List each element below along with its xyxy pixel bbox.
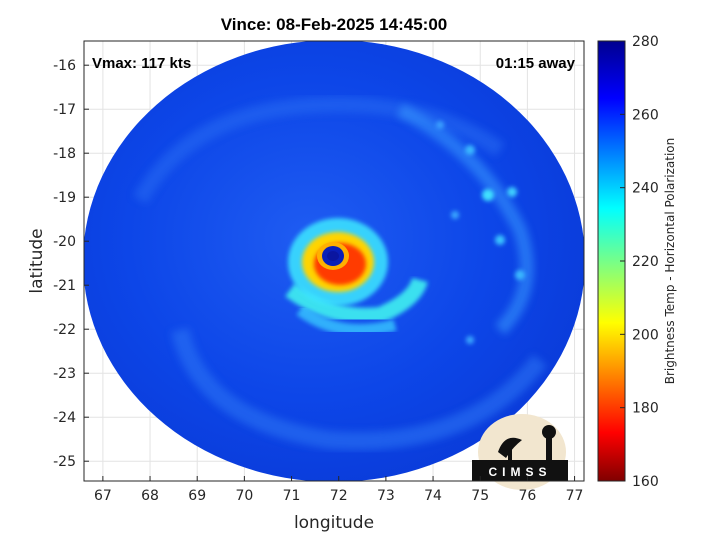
eye-core — [327, 251, 339, 261]
chart-title: Vince: 08-Feb-2025 14:45:00 — [221, 15, 447, 34]
convective-cells — [436, 121, 525, 344]
y-tick-label: -22 — [53, 322, 76, 338]
time-offset-annotation: 01:15 away — [496, 55, 576, 72]
y-tick-label: -21 — [53, 278, 76, 294]
x-tick-label: 72 — [330, 488, 348, 504]
convective-cell — [507, 187, 517, 197]
colorbar-label: Brightness Temp - Horizontal Polarizatio… — [663, 138, 677, 385]
colorbar-ticks: 280 260 240 220 200 180 160 — [620, 34, 659, 490]
colorbar-tick-label: 260 — [632, 107, 659, 123]
inner-spiral-band — [285, 277, 428, 324]
convective-cell — [451, 211, 459, 219]
plot-frame — [83, 40, 585, 482]
x-axis-label: longitude — [294, 513, 374, 533]
colorbar-tick-label: 220 — [632, 254, 659, 270]
x-tick-label: 67 — [94, 488, 112, 504]
vmax-annotation: Vmax: 117 kts — [92, 55, 191, 72]
eastern-rainband — [396, 103, 534, 335]
plot-area: Vmax: 117 kts 01:15 away CIMSS 67 68 69 70 7… — [53, 40, 585, 504]
x-axis-ticks: 67 68 69 70 71 72 73 74 75 76 77 — [94, 476, 584, 504]
convective-cell — [495, 235, 505, 245]
convective-cell — [465, 145, 475, 155]
x-tick-label: 70 — [235, 488, 253, 504]
outer-rainband — [171, 327, 548, 450]
colorbar: 280 260 240 220 200 180 160 Brightness Temp - … — [597, 34, 677, 490]
y-tick-label: -20 — [53, 234, 76, 250]
y-tick-label: -23 — [53, 366, 76, 382]
y-tick-label: -18 — [53, 146, 76, 162]
y-tick-label: -16 — [53, 58, 76, 74]
x-tick-label: 77 — [566, 488, 584, 504]
logo-banner — [472, 460, 568, 481]
convective-cell — [482, 189, 494, 201]
x-tick-label: 69 — [188, 488, 206, 504]
colorbar-tick-label: 200 — [632, 327, 659, 343]
x-tick-label: 68 — [141, 488, 159, 504]
convective-cell — [436, 121, 444, 129]
colorbar-tick-label: 280 — [632, 34, 659, 50]
x-tick-label: 73 — [377, 488, 395, 504]
inner-spiral-band — [296, 305, 397, 336]
x-tick-label: 71 — [283, 488, 301, 504]
y-tick-label: -19 — [53, 190, 76, 206]
colorbar-tick-label: 180 — [632, 401, 659, 417]
logo-text: CIMSS — [488, 465, 551, 479]
y-axis-ticks: -16 -17 -18 -19 -20 -21 -22 -23 -24 -25 — [53, 58, 89, 470]
y-tick-label: -25 — [53, 454, 76, 470]
x-tick-label: 74 — [424, 488, 442, 504]
x-tick-label: 76 — [518, 488, 536, 504]
logo-tower-legs — [546, 438, 552, 464]
cimss-logo: CIMSS — [472, 414, 568, 490]
northern-rainband — [133, 96, 505, 204]
y-axis-label: latitude — [27, 228, 47, 293]
y-tick-label: -17 — [53, 102, 76, 118]
convective-cell — [515, 270, 525, 280]
logo-satellite-dish-icon — [498, 437, 522, 458]
x-tick-label: 75 — [471, 488, 489, 504]
y-tick-label: -24 — [53, 410, 76, 426]
convective-cell — [466, 336, 474, 344]
brightness-temp-swath — [84, 41, 584, 481]
colorbar-tick-label: 240 — [632, 181, 659, 197]
colorbar-tick-label: 160 — [632, 474, 659, 490]
logo-water-tower-icon — [542, 425, 556, 439]
logo-dish-mount — [508, 448, 512, 462]
